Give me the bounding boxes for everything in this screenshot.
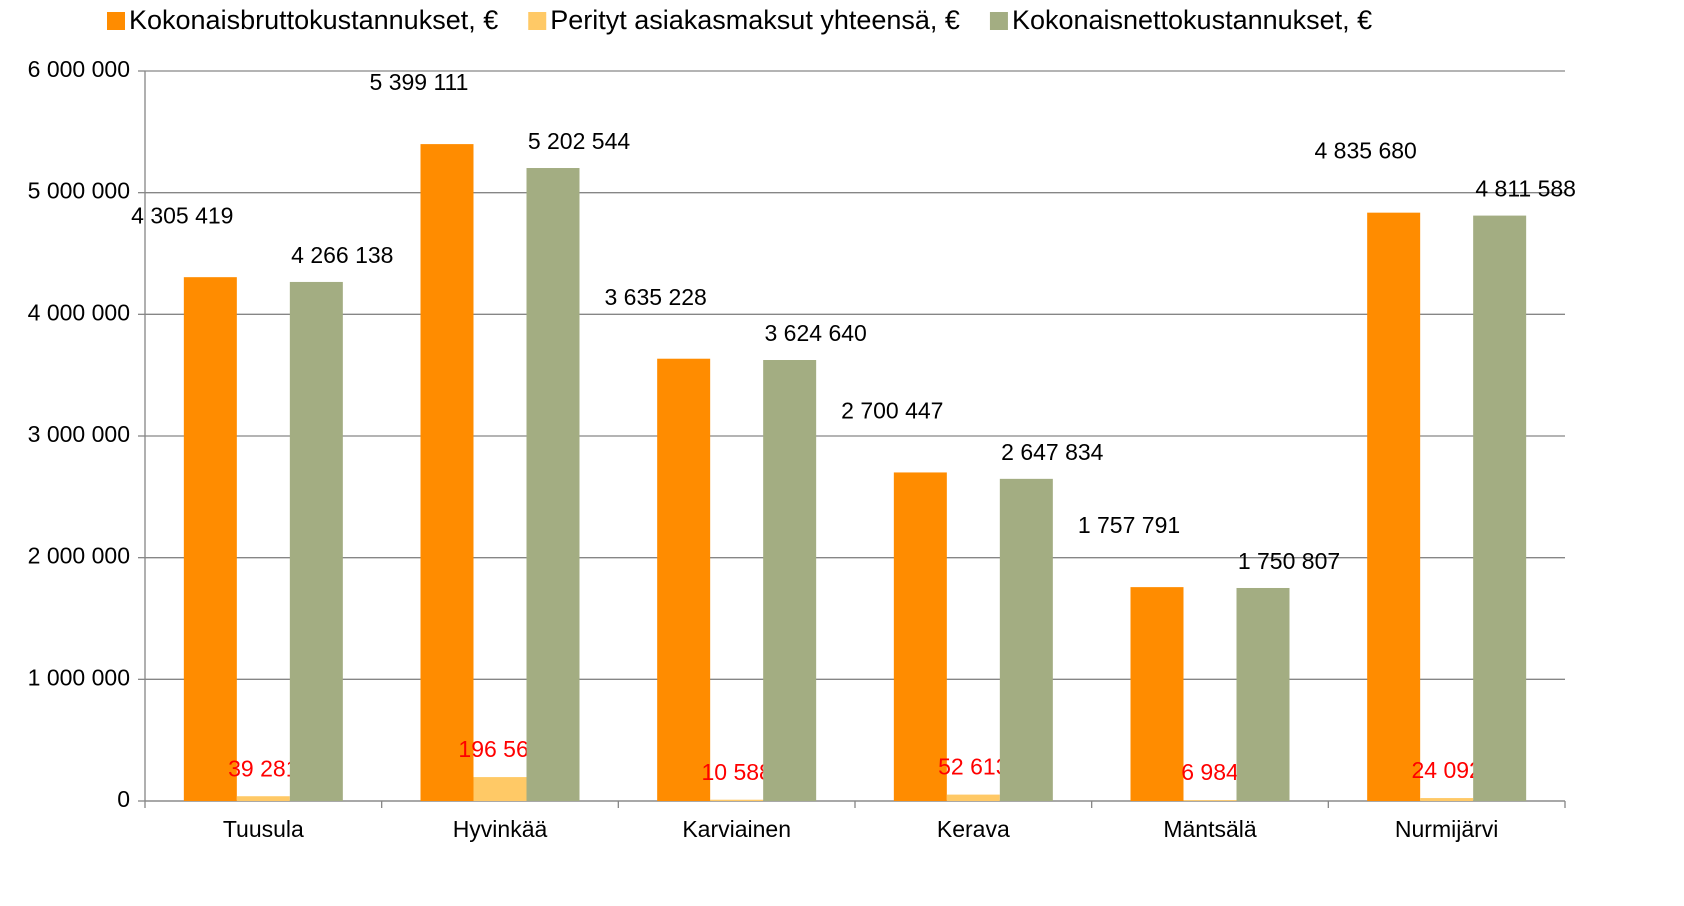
value-label: 2 647 834: [1001, 439, 1104, 465]
x-tick-label: Nurmijärvi: [1395, 816, 1499, 842]
value-label: 3 635 228: [605, 284, 707, 310]
bar: [1236, 587, 1290, 801]
y-tick-label: 3 000 000: [28, 421, 130, 447]
x-tick-label: Hyvinkää: [453, 816, 548, 842]
value-label: 6 984: [1181, 759, 1239, 785]
value-label: 2 700 447: [841, 398, 943, 424]
value-label: 3 624 640: [765, 320, 867, 346]
bar: [893, 472, 947, 801]
value-label: 39 281: [228, 755, 298, 781]
legend-swatch: [989, 12, 1008, 30]
value-label: 52 613: [938, 754, 1008, 780]
bar: [420, 144, 474, 801]
value-label: 4 305 419: [131, 202, 233, 228]
bar: [763, 360, 817, 801]
bar: [946, 794, 1000, 801]
legend-label: Kokonaisbruttokustannukset, €: [129, 5, 498, 35]
bar: [1420, 798, 1474, 801]
y-tick-label: 2 000 000: [28, 543, 130, 569]
bar: [1367, 212, 1421, 801]
legend-label: Perityt asiakasmaksut yhteensä, €: [550, 5, 960, 35]
y-tick-label: 5 000 000: [28, 178, 130, 204]
x-tick-label: Tuusula: [223, 816, 304, 842]
value-label: 4 266 138: [291, 242, 393, 268]
x-tick-label: Karviainen: [682, 816, 791, 842]
value-label: 4 835 680: [1315, 138, 1417, 164]
value-label: 5 202 544: [528, 128, 631, 154]
bar: [289, 281, 343, 801]
bar: [710, 799, 764, 801]
bar: [236, 796, 290, 801]
bar: [1183, 800, 1237, 801]
y-tick-label: 4 000 000: [28, 299, 130, 325]
value-label: 24 092: [1411, 757, 1481, 783]
bar: [183, 277, 237, 801]
value-label: 5 399 111: [370, 69, 469, 95]
bar: [526, 168, 580, 802]
legend-swatch: [528, 12, 547, 30]
y-tick-label: 6 000 000: [28, 56, 130, 82]
value-label: 4 811 588: [1475, 176, 1576, 202]
value-label: 10 588: [701, 759, 771, 785]
value-label: 1 757 791: [1078, 512, 1180, 538]
value-label: 1 750 807: [1238, 548, 1340, 574]
bar: [473, 777, 527, 801]
y-tick-label: 0: [117, 786, 130, 812]
x-tick-label: Kerava: [937, 816, 1010, 842]
legend-swatch: [107, 12, 125, 30]
bar: [1130, 587, 1184, 801]
bar: [657, 358, 711, 801]
x-tick-label: Mäntsälä: [1163, 816, 1257, 842]
y-tick-label: 1 000 000: [28, 664, 130, 690]
bar: [999, 478, 1053, 801]
legend-label: Kokonaisnettokustannukset, €: [1012, 5, 1372, 35]
bar: [1473, 215, 1527, 801]
